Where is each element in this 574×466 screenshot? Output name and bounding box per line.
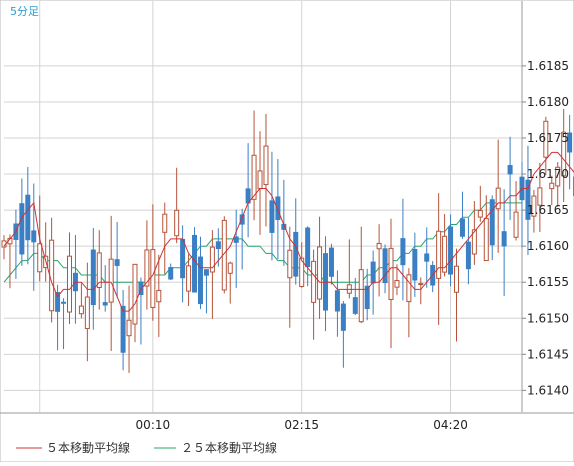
candle-body <box>109 259 113 302</box>
candle-body <box>228 263 232 273</box>
candle-body <box>91 250 95 305</box>
y-tick-label: 1.6140 <box>527 383 569 397</box>
candle-body <box>496 188 500 209</box>
candle-body <box>419 284 423 285</box>
candle-body <box>79 306 83 314</box>
candle-body <box>193 235 197 292</box>
candle-body <box>276 197 280 220</box>
candle-body <box>187 266 191 291</box>
candle-body <box>371 262 375 283</box>
candle-body <box>121 306 125 352</box>
candle-body <box>490 200 494 245</box>
candle-body <box>67 256 71 312</box>
y-tick-label: 1.6175 <box>527 131 569 145</box>
candle-body <box>270 201 274 233</box>
candle-body <box>103 303 107 305</box>
y-tick-label: 1.6160 <box>527 239 569 253</box>
candle-body <box>133 264 137 324</box>
candle-body <box>407 275 411 302</box>
candle-body <box>216 242 220 249</box>
y-tick-label: 1.6155 <box>527 275 569 289</box>
candle-body <box>395 281 399 288</box>
candle-body <box>26 195 30 239</box>
candle-body <box>258 171 262 189</box>
candle-body <box>359 270 363 322</box>
y-tick-label: 1.6170 <box>527 167 569 181</box>
candle-body <box>62 302 66 303</box>
candle-body <box>502 232 506 246</box>
candle-body <box>312 261 316 302</box>
candle-body <box>169 268 173 279</box>
candle-body <box>264 146 268 184</box>
candle-body <box>204 270 208 275</box>
y-tick-label: 1.6165 <box>527 203 569 217</box>
candle-body <box>288 250 292 277</box>
candle-body <box>318 247 322 299</box>
y-tick-label: 1.6180 <box>527 95 569 109</box>
candle-body <box>389 248 393 299</box>
x-tick-label: 04:20 <box>433 418 468 432</box>
candle-body <box>151 250 155 308</box>
candle-body <box>550 183 554 188</box>
candle-body <box>157 290 161 301</box>
candle-body <box>413 249 417 279</box>
candle-body <box>115 260 119 266</box>
x-tick-label: 02:15 <box>284 418 319 432</box>
candle-body <box>401 239 405 265</box>
y-tick-label: 1.6145 <box>527 347 569 361</box>
candle-body <box>425 254 429 261</box>
candle-body <box>20 204 24 254</box>
timeframe-label: 5分足 <box>10 5 39 18</box>
candle-body <box>127 320 131 335</box>
candle-body <box>478 211 482 217</box>
candle-body <box>437 231 441 278</box>
candle-body <box>353 298 357 314</box>
candle-body <box>508 166 512 174</box>
candle-body <box>32 231 36 242</box>
y-tick-label: 1.6150 <box>527 311 569 325</box>
candle-body <box>175 210 179 235</box>
candle-body <box>294 232 298 276</box>
candle-body <box>198 257 202 304</box>
ma25-legend-label: ２５本移動平均線 <box>181 440 277 455</box>
candle-body <box>383 249 387 283</box>
candle-body <box>252 155 256 199</box>
candle-body <box>466 242 470 268</box>
candle-body <box>181 239 185 277</box>
candle-body <box>163 214 167 232</box>
candle-body <box>460 219 464 236</box>
candle-body <box>341 304 345 330</box>
candle-body <box>377 243 381 248</box>
candle-body <box>38 244 42 272</box>
y-tick-label: 1.6185 <box>527 59 569 73</box>
candle-body <box>335 291 339 311</box>
candle-body <box>306 228 310 267</box>
candle-body <box>449 227 453 274</box>
candle-body <box>455 266 459 292</box>
ma5-legend-label: ５本移動平均線 <box>46 440 130 455</box>
candle-body <box>329 248 333 276</box>
candle-body <box>484 218 488 260</box>
candle-body <box>85 297 89 329</box>
x-tick-label: 00:10 <box>136 418 171 432</box>
candle-body <box>514 212 518 237</box>
candle-body <box>234 237 238 242</box>
